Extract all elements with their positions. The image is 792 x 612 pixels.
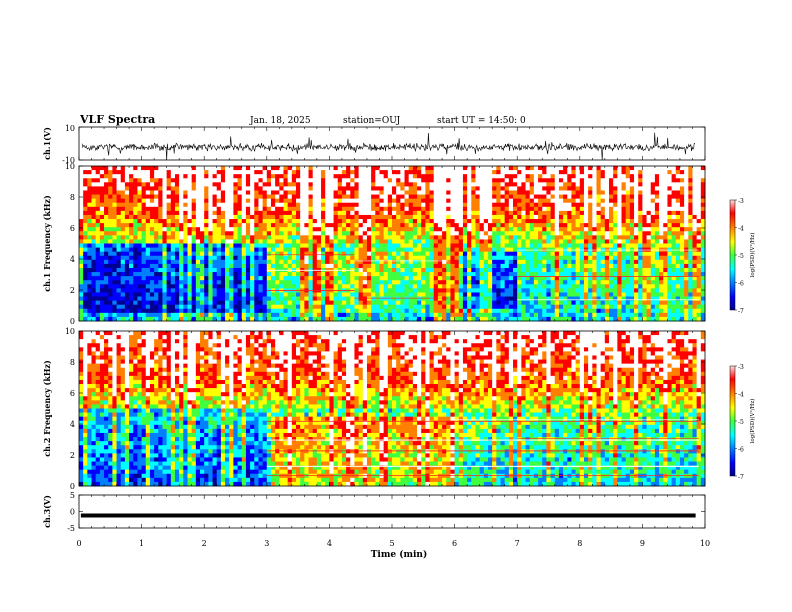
ch2-emission-band	[517, 465, 699, 467]
ch2-ylabel: ch.2 Frequency (kHz)	[42, 360, 52, 457]
ch2-ytick-label: 10	[65, 327, 75, 336]
ch1-ytick-label: 2	[70, 286, 75, 295]
date-label: Jan. 18, 2025	[249, 116, 311, 126]
ch1-emission-band	[517, 299, 699, 301]
ch1-colorbar-tick: -7	[738, 308, 744, 315]
ch2-colorbar	[729, 365, 736, 477]
ch1-ytick-label: 10	[65, 124, 75, 133]
ch1-ytick-label: -10	[62, 156, 75, 165]
ch1-waveform-frame	[78, 126, 706, 161]
ch1-emission-band	[517, 276, 699, 277]
x-tick-label: 7	[515, 539, 520, 548]
x-tick-label: 9	[640, 539, 645, 548]
ch2-emission-band	[454, 419, 699, 421]
ch2-colorbar-tick: -7	[738, 474, 744, 481]
x-tick-label: 6	[452, 539, 457, 548]
ch1-ytick-label: 0	[70, 317, 75, 326]
ch1-ytick-label: 4	[70, 255, 75, 264]
ch1-colorbar	[729, 199, 736, 311]
ch3-waveform-ylabel: ch.3(V)	[42, 495, 52, 528]
ch1-emission-band	[354, 297, 449, 299]
ch1-emission-band	[266, 254, 355, 256]
ch2-ytick-label: 2	[70, 451, 75, 460]
ch2-colorbar-label: log(PSD)(V²/Hz)	[749, 399, 756, 444]
ch1-ytick-label: 8	[70, 193, 75, 202]
ch2-ytick-label: 4	[70, 420, 75, 429]
ch2-emission-band	[266, 439, 699, 441]
ch3-waveform-panel: 5 0 -5 ch.3(V)	[42, 491, 706, 533]
ch1-waveform-ylabel: ch.1(V)	[42, 127, 52, 160]
ch2-colorbar-tick: -6	[738, 447, 744, 454]
ch1-emission-band	[517, 249, 699, 251]
ch1-spectrogram-panel: 0 2 4 6 8 10 ch.1 Frequency (kHz)	[42, 162, 706, 326]
x-tick-label: 2	[202, 539, 207, 548]
start-time-label: start UT = 14:50: 0	[437, 116, 526, 126]
ch1-colorbar-tick: -6	[738, 281, 744, 288]
ch1-spectrogram-image	[79, 166, 706, 322]
ch2-emission-band	[266, 465, 699, 468]
ch2-colorbar-tick: -3	[738, 364, 744, 371]
ch2-ytick-label: 8	[70, 358, 75, 367]
ch2-spectrogram-image	[79, 331, 706, 487]
ch2-ytick-label: 6	[70, 389, 75, 398]
colorbars: -3 -4 -5 -6 -7 log(PSD)(V²/Hz) -3 -4 -5 -6 -7 log(P…	[729, 198, 756, 481]
ch2-spectrogram-panel: 0 2 4 6 8 10 ch.2 Frequency (kHz)	[42, 327, 706, 491]
ch2-emission-band	[266, 420, 699, 422]
x-axis-title: Time (min)	[371, 549, 428, 560]
ch3-ytick-label: 5	[70, 491, 75, 500]
ch1-emission-band	[354, 260, 449, 262]
ch1-colorbar-label: log(PSD)(V²/Hz)	[749, 233, 756, 278]
ch2-emission-band	[266, 450, 699, 452]
time-axis: 0 1 2 3 4 5 6 7 8 9 10	[76, 539, 710, 548]
ch1-colorbar-tick: -4	[738, 226, 744, 233]
x-tick-label: 10	[700, 539, 710, 548]
ch1-colorbar-tick: -5	[738, 253, 744, 260]
x-tick-label: 1	[139, 539, 144, 548]
x-tick-label: 8	[577, 539, 582, 548]
ch1-emission-band	[266, 269, 355, 271]
ch2-emission-band	[517, 437, 699, 439]
ch2-colorbar-tick: -5	[738, 419, 744, 426]
ch3-ytick-label: 0	[70, 508, 75, 517]
ch2-colorbar-tick: -4	[738, 392, 744, 399]
figure-title: VLF Spectra	[79, 113, 155, 126]
ch1-waveform-trace	[81, 132, 696, 161]
ch1-colorbar-tick: -3	[738, 198, 744, 205]
x-tick-label: 3	[264, 539, 269, 548]
ch2-ytick-label: 0	[70, 482, 75, 491]
ch2-emission-band	[266, 475, 699, 477]
station-label: station=OUJ	[343, 116, 401, 126]
ch1-ytick-label: 6	[70, 224, 75, 233]
x-tick-label: 4	[327, 539, 332, 548]
ch1-ylabel: ch.1 Frequency (kHz)	[42, 195, 52, 292]
x-tick-label: 0	[76, 539, 81, 548]
ch1-emission-band	[266, 290, 355, 292]
ch3-waveform-frame	[78, 494, 706, 529]
ch1-waveform-panel: 10 -10 ch.1(V)	[42, 124, 706, 165]
ch3-ytick-label: -5	[67, 524, 75, 533]
x-tick-label: 5	[389, 539, 394, 548]
ch1-ytick-label: 10	[65, 162, 75, 171]
